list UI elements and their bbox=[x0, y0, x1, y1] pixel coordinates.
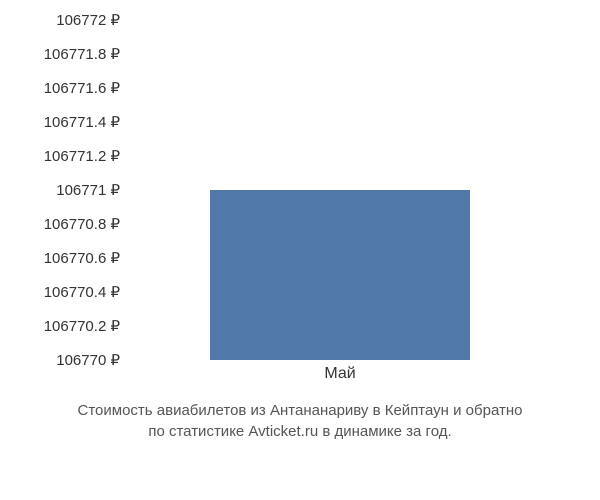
y-tick-label: 106771 ₽ bbox=[56, 181, 120, 199]
y-tick-label: 106770.8 ₽ bbox=[44, 215, 120, 233]
y-tick-label: 106771.6 ₽ bbox=[44, 79, 120, 97]
y-tick-label: 106771.2 ₽ bbox=[44, 147, 120, 165]
caption-line-1: Стоимость авиабилетов из Антананариву в … bbox=[20, 400, 580, 421]
x-axis: Май bbox=[130, 365, 550, 395]
y-tick-label: 106772 ₽ bbox=[56, 11, 120, 29]
y-tick-label: 106771.4 ₽ bbox=[44, 113, 120, 131]
y-tick-label: 106771.8 ₽ bbox=[44, 45, 120, 63]
plot-area bbox=[130, 20, 550, 360]
bar bbox=[210, 190, 470, 360]
x-tick-label: Май bbox=[324, 365, 355, 383]
y-tick-label: 106770.4 ₽ bbox=[44, 283, 120, 301]
y-tick-label: 106770.2 ₽ bbox=[44, 317, 120, 335]
chart-caption: Стоимость авиабилетов из Антананариву в … bbox=[0, 400, 600, 442]
y-tick-label: 106770 ₽ bbox=[56, 351, 120, 369]
y-tick-label: 106770.6 ₽ bbox=[44, 249, 120, 267]
y-axis: 106772 ₽106771.8 ₽106771.6 ₽106771.4 ₽10… bbox=[0, 20, 125, 360]
chart-container: 106772 ₽ 106771.8 ₽ 106771.6 ₽ 106771.4 ₽ 10… bbox=[0, 0, 600, 500]
caption-line-2: по статистике Avticket.ru в динамике за … bbox=[20, 421, 580, 442]
